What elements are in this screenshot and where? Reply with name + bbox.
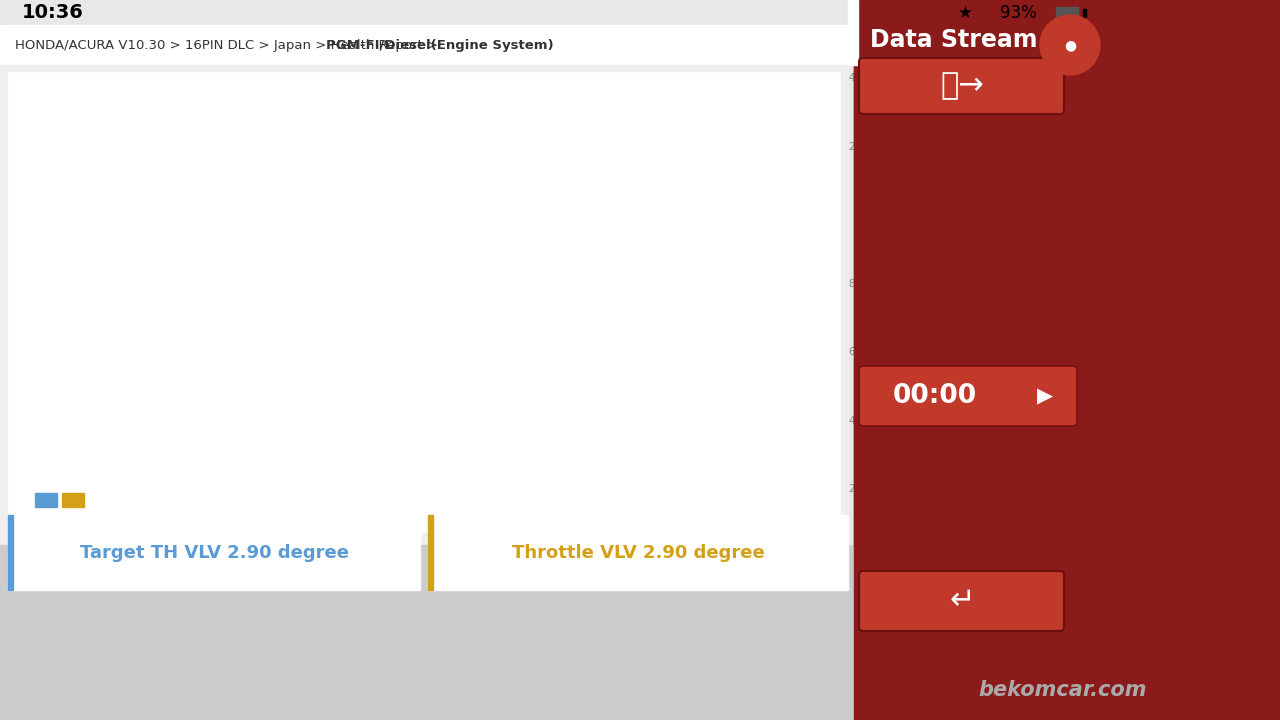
Bar — [1056, 7, 1078, 19]
Text: bekomcar.com: bekomcar.com — [979, 680, 1147, 700]
Bar — [8, 72, 840, 532]
Text: ●: ● — [1064, 38, 1076, 52]
Bar — [854, 0, 1280, 720]
Text: ★: ★ — [957, 4, 973, 22]
Bar — [0, 25, 849, 65]
Bar — [35, 493, 58, 507]
Bar — [428, 515, 433, 590]
Bar — [1055, 6, 1083, 20]
Text: ▶: ▶ — [1037, 386, 1053, 406]
FancyBboxPatch shape — [859, 366, 1076, 426]
FancyBboxPatch shape — [859, 58, 1064, 114]
Text: Data Stream: Data Stream — [870, 28, 1038, 52]
Text: 00:00: 00:00 — [893, 383, 977, 409]
Text: PGM-FI/Diesel(Engine System): PGM-FI/Diesel(Engine System) — [325, 38, 553, 52]
Text: 10:36: 10:36 — [22, 4, 84, 22]
Bar — [8, 515, 420, 590]
Bar — [61, 493, 84, 507]
Bar — [0, 545, 1280, 720]
Text: ↵: ↵ — [950, 587, 975, 616]
Bar — [8, 515, 13, 590]
Bar — [854, 0, 1280, 545]
Circle shape — [1039, 15, 1100, 75]
Bar — [0, 65, 849, 545]
Bar — [1083, 9, 1085, 17]
Bar — [849, 0, 858, 65]
Bar — [0, 0, 1280, 25]
Text: 93%: 93% — [1000, 4, 1037, 22]
Text: ⧉→: ⧉→ — [940, 71, 984, 101]
Text: HONDA/ACURA V10.30 > 16PIN DLC > Japan > Health Report >: HONDA/ACURA V10.30 > 16PIN DLC > Japan >… — [15, 38, 443, 52]
Text: Target TH VLV 2.90 degree: Target TH VLV 2.90 degree — [81, 544, 349, 562]
Text: Throttle VLV 2.90 degree: Throttle VLV 2.90 degree — [512, 544, 764, 562]
FancyBboxPatch shape — [859, 571, 1064, 631]
Bar — [428, 515, 849, 590]
